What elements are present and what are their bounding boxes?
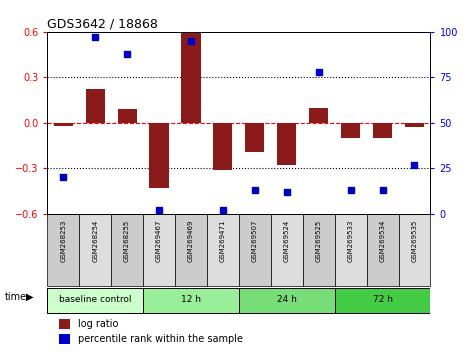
Bar [373, 123, 392, 138]
Text: GSM269469: GSM269469 [188, 219, 194, 262]
Bar [239, 213, 271, 286]
Bar [59, 319, 70, 329]
Text: GSM269507: GSM269507 [252, 219, 258, 262]
Point [155, 207, 163, 213]
Text: baseline control: baseline control [59, 295, 131, 304]
Text: GSM268254: GSM268254 [92, 219, 98, 262]
Bar [79, 213, 111, 286]
Text: percentile rank within the sample: percentile rank within the sample [78, 334, 243, 344]
Text: GSM269524: GSM269524 [284, 219, 290, 262]
Bar [175, 213, 207, 286]
Bar [117, 109, 137, 123]
Bar [149, 123, 168, 188]
Bar [54, 123, 73, 126]
Bar [398, 213, 430, 286]
Bar [405, 123, 424, 127]
Bar [334, 213, 367, 286]
Point [251, 187, 259, 193]
Bar [334, 288, 430, 313]
Text: GSM269533: GSM269533 [348, 219, 354, 262]
Text: 12 h: 12 h [181, 295, 201, 304]
Text: 72 h: 72 h [373, 295, 393, 304]
Bar [47, 213, 79, 286]
Bar [213, 123, 233, 170]
Text: GSM269535: GSM269535 [412, 219, 418, 262]
Point [219, 207, 227, 213]
Point [379, 187, 386, 193]
Bar [47, 288, 143, 313]
Point [123, 51, 131, 57]
Text: GSM269467: GSM269467 [156, 219, 162, 262]
Bar [239, 288, 334, 313]
Bar [111, 213, 143, 286]
Bar [271, 213, 303, 286]
Point [347, 187, 354, 193]
Bar [367, 213, 398, 286]
Bar [143, 213, 175, 286]
Bar [277, 123, 296, 165]
Point [187, 38, 195, 44]
Text: GSM269471: GSM269471 [220, 219, 226, 262]
Point [411, 162, 418, 167]
Point [60, 175, 67, 180]
Bar [309, 108, 328, 123]
Text: time: time [5, 292, 27, 302]
Bar [207, 213, 239, 286]
Bar [303, 213, 334, 286]
Bar [341, 123, 360, 138]
Point [315, 69, 323, 75]
Text: ▶: ▶ [26, 292, 34, 302]
Text: log ratio: log ratio [78, 319, 118, 329]
Text: 24 h: 24 h [277, 295, 297, 304]
Bar [182, 32, 201, 123]
Text: GSM268253: GSM268253 [60, 219, 66, 262]
Point [283, 189, 290, 195]
Bar [245, 123, 264, 152]
Text: GSM269525: GSM269525 [315, 219, 322, 262]
Bar [143, 288, 239, 313]
Text: GDS3642 / 18868: GDS3642 / 18868 [47, 18, 158, 31]
Text: GSM268255: GSM268255 [124, 219, 130, 262]
Point [91, 34, 99, 40]
Text: GSM269534: GSM269534 [379, 219, 385, 262]
Bar [86, 90, 105, 123]
Bar [59, 334, 70, 344]
